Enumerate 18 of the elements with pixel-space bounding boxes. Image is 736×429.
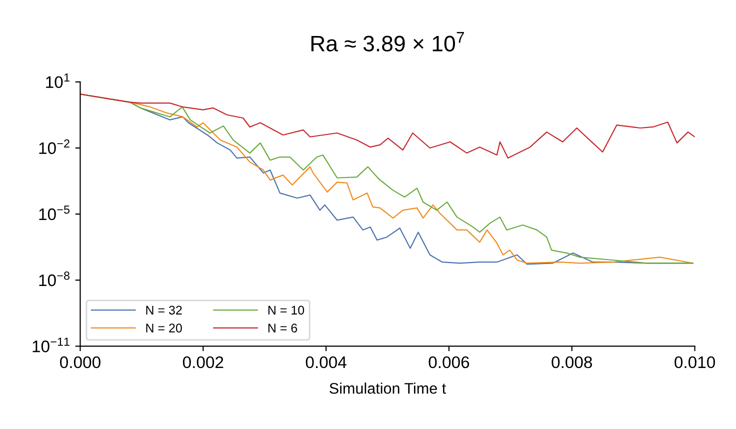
chart-title: Ra ≈ 3.89 × 10$^{7}$ (311, 32, 464, 52)
x-axis-title: Simulation Time t (330, 382, 446, 394)
x-tick-label: 0.010 (674, 356, 715, 368)
x-tick-label: 0.008 (552, 356, 592, 368)
x-tick-label: 0.000 (60, 356, 100, 368)
y-tick-label: 10$^{−8}$ (39, 272, 70, 286)
y-tick-label: 10$^{1}$ (46, 73, 70, 88)
x-tick-label: 0.006 (428, 356, 470, 368)
legend-label: N = 32 (146, 306, 182, 315)
x-tick-label: 0.004 (306, 356, 346, 368)
y-tick-label: 10$^{−5}$ (39, 206, 70, 220)
legend-label: N = 6 (268, 324, 298, 332)
line-series (80, 94, 695, 159)
legend-label: N = 20 (146, 324, 182, 332)
legend-label: N = 10 (268, 306, 304, 315)
x-tick-label: 0.002 (182, 356, 224, 368)
y-tick-label: 10$^{−2}$ (39, 139, 70, 154)
y-tick-label: 10$^{−11}$ (32, 338, 70, 352)
